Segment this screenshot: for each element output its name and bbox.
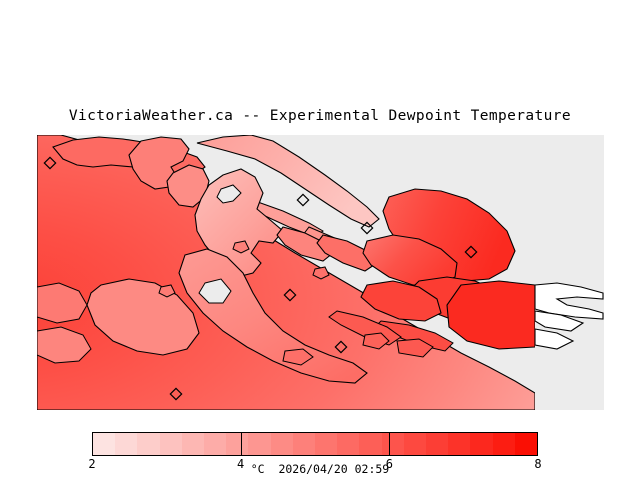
landmass-east-island-4 (360, 280, 442, 322)
colorbar-swatch-3 (159, 433, 182, 455)
colorbar-tick-labels: 2 4 6 8 (88, 456, 542, 472)
station-diamond-marker[interactable] (360, 221, 374, 235)
colorbar-swatch-7 (248, 433, 271, 455)
colorbar-swatch-12 (359, 433, 382, 455)
landmass-fareast-nodata-2 (534, 310, 585, 332)
landmass-islet-3 (312, 266, 330, 280)
station-diamond-marker[interactable] (169, 387, 183, 401)
colorbar-tick-label-8: 8 (534, 457, 542, 471)
landmass-islet-1 (232, 240, 250, 254)
colorbar-swatch-6 (226, 433, 249, 455)
colorbar-swatch-14 (403, 433, 427, 455)
page-title: VictoriaWeather.ca -- Experimental Dewpo… (68, 108, 572, 124)
colorbar-tick-label-4: 4 (237, 457, 245, 471)
colorbar-swatch-0 (93, 433, 116, 455)
landmass-islet-2 (158, 284, 176, 298)
colorbar-swatch-2 (137, 433, 160, 455)
landmass-islet-6 (282, 348, 314, 366)
map-canvas (37, 135, 604, 410)
landmass-southwest-coast (86, 278, 200, 356)
station-diamond-marker[interactable] (43, 156, 57, 170)
landmass-mid-island-2 (316, 234, 378, 272)
colorbar-swatch-11 (337, 433, 360, 455)
colorbar-swatch-18 (492, 433, 515, 455)
colorbar-swatch-9 (292, 433, 316, 455)
colorbar-caption: °C 2026/04/20 02:59 (250, 462, 390, 476)
colorbar-swatch-10 (315, 433, 338, 455)
landmass-south-small-2 (37, 326, 92, 364)
landmass-south-small-1 (37, 282, 88, 324)
landmass-northeast-long-island (196, 135, 380, 228)
colorbar-swatch-15 (426, 433, 449, 455)
colorbar-swatch-8 (270, 433, 293, 455)
landmass-central-island-lagoon (216, 184, 242, 204)
colorbar-swatch-17 (470, 433, 493, 455)
filled-land-group (37, 135, 535, 410)
station-diamond-marker[interactable] (464, 245, 478, 259)
colorbar-tick-label-2: 2 (88, 457, 96, 471)
colorbar-swatch-13 (381, 433, 404, 455)
landmass-north-island-2 (166, 164, 210, 208)
landmass-mid-island-1 (276, 226, 334, 262)
nodata-land-group (534, 282, 604, 350)
colorbar-swatch-4 (181, 433, 205, 455)
colorbar-swatch-1 (115, 433, 138, 455)
dewpoint-contour-map[interactable] (37, 135, 604, 410)
landmass-saanich-peninsula (178, 248, 368, 384)
station-diamond-marker[interactable] (334, 340, 348, 354)
colorbar[interactable]: 2 4 6 8 (88, 432, 542, 471)
colorbar-tick-label-6: 6 (385, 457, 393, 471)
colorbar-swatch-5 (204, 433, 227, 455)
colorbar-gradient[interactable] (92, 432, 538, 456)
colorbar-swatch-19 (514, 433, 538, 455)
landmass-fareast-nodata-3 (534, 328, 575, 350)
station-markers[interactable] (43, 156, 478, 401)
landmass-fareast-filled-block (446, 280, 535, 350)
colorbar-swatch-16 (448, 433, 471, 455)
landmass-islet-5 (396, 338, 434, 358)
station-diamond-marker[interactable] (283, 288, 297, 302)
landmass-south-inlet (198, 278, 232, 304)
landmass-islet-4 (362, 332, 390, 350)
station-diamond-marker[interactable] (296, 193, 310, 207)
